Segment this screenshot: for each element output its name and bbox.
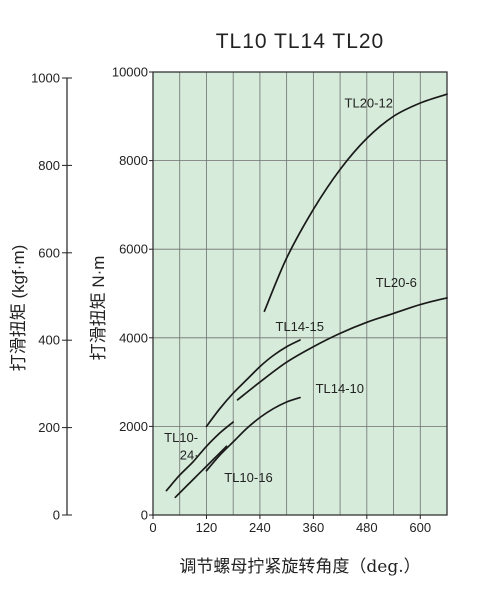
curve-tl14-10 <box>205 396 301 472</box>
kgf-tick-label: 200 <box>38 420 60 435</box>
curve-label: TL10- <box>164 430 198 445</box>
x-tick-label: 600 <box>409 520 431 535</box>
curve-label: TL20-6 <box>376 275 417 290</box>
curve-tl10-16 <box>174 445 228 499</box>
nm-tick-label: 6000 <box>119 242 148 257</box>
curve-label: TL14-15 <box>276 319 324 334</box>
x-axis-label: 调节螺母拧紧旋转角度（deg.） <box>179 557 420 577</box>
nm-tick-label: 8000 <box>119 153 148 168</box>
kgf-tick-label: 600 <box>38 245 60 260</box>
curve-tl20-12 <box>263 93 448 313</box>
chart-title: TL10 TL14 TL20 <box>216 30 385 53</box>
x-tick-label: 480 <box>356 520 378 535</box>
x-tick-label: 0 <box>149 520 156 535</box>
nm-tick-label: 10000 <box>112 65 148 80</box>
plot-area <box>153 72 447 515</box>
kgf-tick-label: 400 <box>38 333 60 348</box>
nm-tick-label: 4000 <box>119 330 148 345</box>
curves <box>165 93 448 499</box>
kgf-tick-label: 0 <box>53 508 60 523</box>
kgf-axis-label: 打滑扭矩 (kgf·m) <box>9 245 28 372</box>
x-tick-label: 240 <box>249 520 271 535</box>
kgf-tick-label: 800 <box>38 158 60 173</box>
curve-tl10-24 <box>165 421 235 492</box>
nm-axis-ticks: 0 2000 4000 6000 8000 10000 <box>112 65 153 523</box>
x-tick-label: 120 <box>196 520 218 535</box>
curve-tl20-6 <box>236 297 448 401</box>
curve-label: 24· <box>180 448 199 463</box>
kgf-axis-ticks: 0 200 400 600 800 1000 <box>31 71 72 523</box>
curve-tl14-15 <box>205 339 301 428</box>
curve-labels: TL20-12 TL20-6 TL14-15 TL14-10 TL10- 24· TL10-… <box>164 95 417 484</box>
curve-label: TL20-12 <box>345 95 393 110</box>
kgf-axis: 0 200 400 600 800 1000 <box>31 71 72 523</box>
nm-tick-label: 2000 <box>119 419 148 434</box>
x-tick-label: 360 <box>303 520 325 535</box>
nm-axis-label: 打滑扭矩 N·m <box>89 256 108 361</box>
curve-label: TL10-16 <box>224 470 272 485</box>
plot-frame <box>152 71 448 516</box>
kgf-tick-label: 1000 <box>31 71 60 86</box>
curve-label: TL14-10 <box>316 381 364 396</box>
x-axis-ticks: 0 120 240 360 480 600 <box>149 515 431 535</box>
nm-tick-label: 0 <box>141 508 148 523</box>
